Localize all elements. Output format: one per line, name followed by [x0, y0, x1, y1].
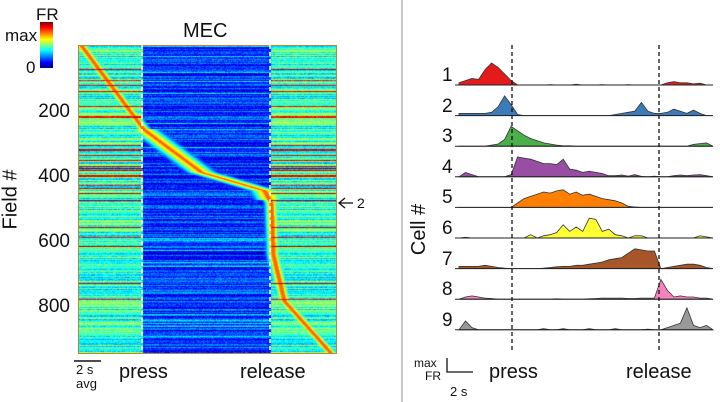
cell-number-label: 2 [442, 95, 453, 117]
colorbar-min-label: 0 [26, 58, 36, 77]
heatmap-image [78, 45, 337, 354]
trace-cell-8 [458, 278, 714, 300]
trace-cell-4 [457, 156, 714, 178]
scalebar-time-label: 2 s [450, 384, 468, 399]
panel-divider [401, 0, 403, 402]
trace-cell-3 [459, 125, 714, 147]
press-label: press [119, 361, 168, 383]
trace-cell-6 [458, 217, 714, 239]
trace-cell-9 [458, 306, 715, 331]
cell-number-label: 3 [442, 126, 453, 148]
release-label: release [240, 361, 306, 383]
scalebar-max-label: max [414, 356, 437, 370]
colorbar-label: FR [36, 5, 59, 24]
ytick-label: 600 [38, 231, 70, 252]
scalebar-label: 2 s [76, 362, 94, 377]
colorbar [40, 22, 53, 68]
scalebar-sublabel: avg [76, 376, 97, 391]
ytick-label: 200 [38, 101, 70, 122]
scalebar-fr-label: FR [425, 369, 441, 383]
annotation-label: 2 [357, 195, 365, 211]
trace-cell-5 [459, 189, 713, 208]
cell-number-label: 1 [442, 65, 453, 86]
colorbar-max-label: max [5, 26, 38, 45]
cell-number-label: 6 [442, 218, 453, 239]
cell-number-label: 9 [442, 309, 453, 331]
trace-cell-1 [458, 62, 713, 86]
cell-number-label: 8 [442, 279, 453, 301]
heatmap-title: MEC [183, 20, 228, 42]
release-label: release [626, 361, 692, 383]
y-axis-label: Cell # [408, 203, 431, 256]
cell-number-label: 5 [442, 187, 453, 209]
cell-number-label: 4 [442, 156, 453, 178]
trace-cell-7 [458, 248, 714, 270]
ytick-label: 800 [38, 296, 70, 317]
cell-number-label: 7 [442, 248, 453, 270]
scalebar [446, 358, 473, 373]
trace-cell-2 [458, 95, 713, 116]
press-label: press [489, 361, 538, 383]
ytick-label: 400 [38, 166, 70, 187]
